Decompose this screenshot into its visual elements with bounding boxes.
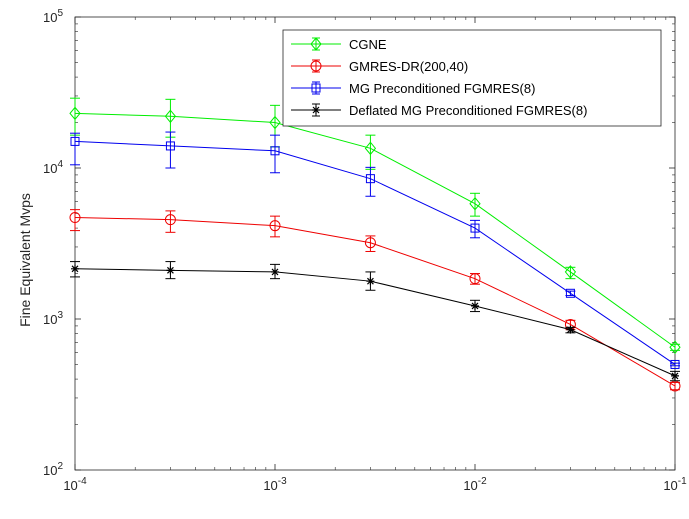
data-point — [271, 267, 279, 276]
x-tick-label: 10-3 — [263, 476, 287, 493]
data-point — [469, 273, 481, 285]
data-point — [166, 266, 175, 275]
legend-marker — [312, 106, 320, 114]
series-2 — [69, 209, 681, 392]
data-point — [565, 288, 575, 298]
data-point — [564, 265, 577, 279]
data-point — [269, 115, 281, 130]
data-point — [269, 220, 281, 232]
x-tick-label: 10-4 — [63, 476, 87, 493]
series-layer — [69, 97, 681, 392]
legend-marker — [310, 37, 322, 51]
data-point — [164, 214, 176, 226]
legend-label: MG Preconditioned FGMRES(8) — [349, 81, 535, 96]
data-point — [69, 106, 81, 121]
data-point — [165, 141, 175, 151]
data-point — [471, 301, 479, 310]
legend-item-1: CGNE — [291, 37, 387, 52]
data-point — [671, 371, 679, 380]
legend-label: GMRES-DR(200,40) — [349, 59, 468, 74]
data-point — [669, 340, 681, 355]
data-point — [566, 325, 575, 334]
y-tick-label: 103 — [43, 310, 63, 327]
data-point — [364, 237, 376, 249]
data-point — [71, 264, 79, 273]
legend-marker — [311, 83, 321, 93]
plot-frame — [74, 16, 676, 471]
data-point — [366, 277, 375, 286]
axes: 10-4 10-3 10-2 10-1 102 103 104 105 — [43, 8, 687, 493]
legend: CGNE GMRES-DR(200,40) MG Preconditioned FG… — [282, 29, 662, 127]
x-tick-label: 10-1 — [663, 476, 687, 493]
series-3 — [70, 131, 680, 369]
data-point — [364, 141, 377, 156]
y-tick-label: 105 — [43, 8, 63, 25]
legend-marker — [310, 60, 322, 72]
data-point — [69, 212, 81, 224]
data-point — [164, 109, 177, 124]
x-tick-label: 10-2 — [463, 476, 487, 493]
series-1 — [69, 97, 681, 355]
legend-box — [282, 29, 662, 127]
legend-item-4: Deflated MG Preconditioned FGMRES(8) — [291, 103, 587, 118]
y-tick-label: 102 — [43, 461, 63, 478]
legend-label: Deflated MG Preconditioned FGMRES(8) — [349, 103, 587, 118]
data-point — [70, 136, 80, 146]
legend-item-2: GMRES-DR(200,40) — [291, 59, 468, 74]
data-point — [470, 223, 480, 233]
data-point — [270, 146, 280, 156]
data-point — [469, 196, 481, 211]
data-point — [365, 174, 375, 184]
data-point — [670, 359, 680, 369]
series-4 — [70, 261, 680, 382]
y-tick-label: 104 — [43, 159, 63, 176]
y-axis-label: Fine Equivalent Mvps — [17, 193, 33, 327]
legend-item-3: MG Preconditioned FGMRES(8) — [291, 81, 535, 96]
legend-label: CGNE — [349, 37, 387, 52]
